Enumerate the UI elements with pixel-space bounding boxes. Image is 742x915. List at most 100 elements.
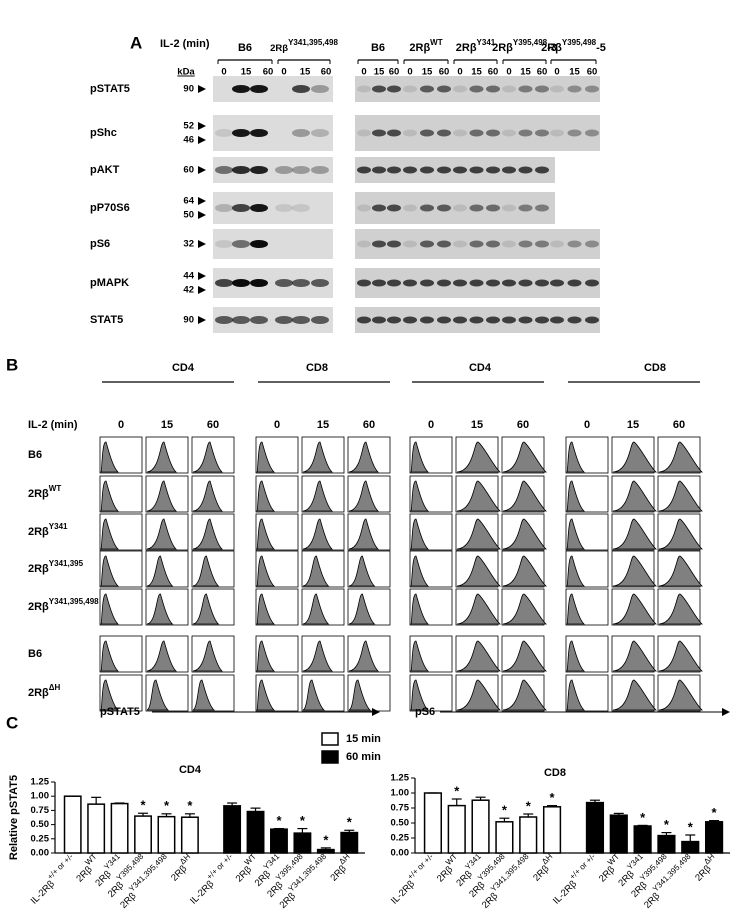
bar	[293, 832, 312, 854]
column-group-label: CD8	[644, 362, 666, 374]
blot-band	[403, 85, 417, 93]
blot-row-label: pS6	[90, 238, 110, 250]
blot-band	[453, 85, 467, 93]
blot-row-label: pP70S6	[90, 202, 130, 214]
row-label: 2RβY341	[28, 522, 68, 538]
histogram-peak	[456, 679, 502, 711]
kda-marker: 50	[183, 210, 194, 221]
blot-band	[311, 279, 329, 287]
row-label: 2RβY341,395	[28, 559, 84, 575]
blot-band	[387, 85, 401, 93]
arrowhead	[198, 122, 206, 130]
timepoint: 0	[274, 419, 280, 431]
blot-band	[292, 129, 310, 137]
lane-group-label: 2RβY395,498-5	[541, 38, 606, 54]
lane-group-label: B6	[238, 42, 252, 54]
y-tick-label: 0.50	[391, 818, 410, 829]
blot-band	[372, 85, 386, 93]
blot-band	[567, 316, 582, 324]
blot-band	[550, 316, 564, 324]
blot-band	[567, 240, 582, 248]
blot-band	[420, 204, 434, 212]
blot-band	[250, 166, 268, 174]
label-superscript: WT	[49, 484, 62, 493]
bar	[340, 831, 359, 854]
histogram-peak	[410, 679, 430, 711]
blot-band	[585, 129, 599, 137]
histogram-peak	[302, 679, 326, 711]
blot-band	[535, 129, 549, 137]
blot-band	[502, 166, 516, 174]
histogram-peak	[612, 518, 658, 550]
label-text: 2Rβ	[270, 43, 288, 54]
blot-band	[469, 129, 484, 137]
y-tick-label: 0.75	[391, 803, 410, 814]
histogram-peak	[410, 593, 430, 625]
histogram-peak	[566, 679, 586, 711]
blot-band	[585, 85, 599, 93]
bar	[270, 828, 288, 854]
il2-label: IL-2 (min)	[160, 38, 210, 50]
blot-row-label: STAT5	[90, 314, 123, 326]
timepoint: 60	[488, 67, 499, 78]
kda-marker: 64	[183, 196, 194, 207]
histogram-peak	[302, 518, 334, 550]
blot-band	[311, 316, 329, 324]
blot-band	[535, 279, 549, 287]
significance-marker: *	[347, 815, 353, 830]
blot-band	[437, 85, 451, 93]
panel-label: C	[6, 713, 18, 732]
blot-band	[275, 204, 293, 212]
timepoint: 0	[506, 67, 511, 78]
significance-marker: *	[550, 790, 556, 805]
histogram-peak	[612, 593, 658, 625]
blot-band	[486, 204, 500, 212]
timepoint: 15	[300, 67, 311, 78]
row-label: 2RβWT	[28, 484, 61, 500]
legend-swatch	[321, 750, 339, 764]
histogram-peak	[410, 555, 430, 587]
timepoint: 60	[263, 67, 274, 78]
histogram-peak	[256, 480, 276, 512]
blot-band	[502, 316, 516, 324]
histogram-peak	[302, 593, 330, 625]
histogram-peak	[192, 441, 224, 473]
blot-band	[372, 166, 386, 174]
significance-marker: *	[712, 805, 718, 820]
timepoint: 60	[587, 67, 598, 78]
blot-band	[469, 316, 484, 324]
y-tick-label: 0.00	[391, 848, 410, 859]
significance-marker: *	[640, 810, 646, 825]
blot-band	[567, 129, 582, 137]
histogram-peak	[612, 640, 658, 672]
label-text: B6	[238, 42, 252, 54]
bar	[519, 816, 538, 854]
significance-marker: *	[454, 783, 460, 798]
label-text: 2Rβ	[28, 488, 49, 500]
blot-band	[387, 166, 401, 174]
label-superscript: WT	[430, 38, 443, 47]
timepoint: 0	[554, 67, 559, 78]
histogram-peak	[146, 480, 178, 512]
histogram-peak	[256, 679, 276, 711]
histogram-peak	[566, 555, 586, 587]
blot-band	[232, 85, 250, 93]
histogram-peak	[146, 441, 178, 473]
timepoint: 60	[439, 67, 450, 78]
histogram-peak	[456, 555, 502, 587]
histogram-peak	[100, 518, 120, 550]
blot-band	[453, 129, 467, 137]
label-text: 2Rβ	[28, 526, 49, 538]
arrowhead	[722, 708, 730, 716]
histogram-peak	[502, 640, 548, 672]
bar	[246, 810, 265, 854]
y-axis-label: Relative pSTAT5	[8, 775, 20, 860]
bar	[223, 805, 242, 854]
lane-group-label: 2RβY341	[456, 38, 496, 54]
histogram-peak	[100, 679, 120, 711]
column-group-label: CD4	[172, 362, 195, 374]
bar	[471, 799, 490, 854]
blot-band	[387, 316, 401, 324]
timepoint: 60	[207, 419, 219, 431]
histogram-peak	[502, 593, 548, 625]
